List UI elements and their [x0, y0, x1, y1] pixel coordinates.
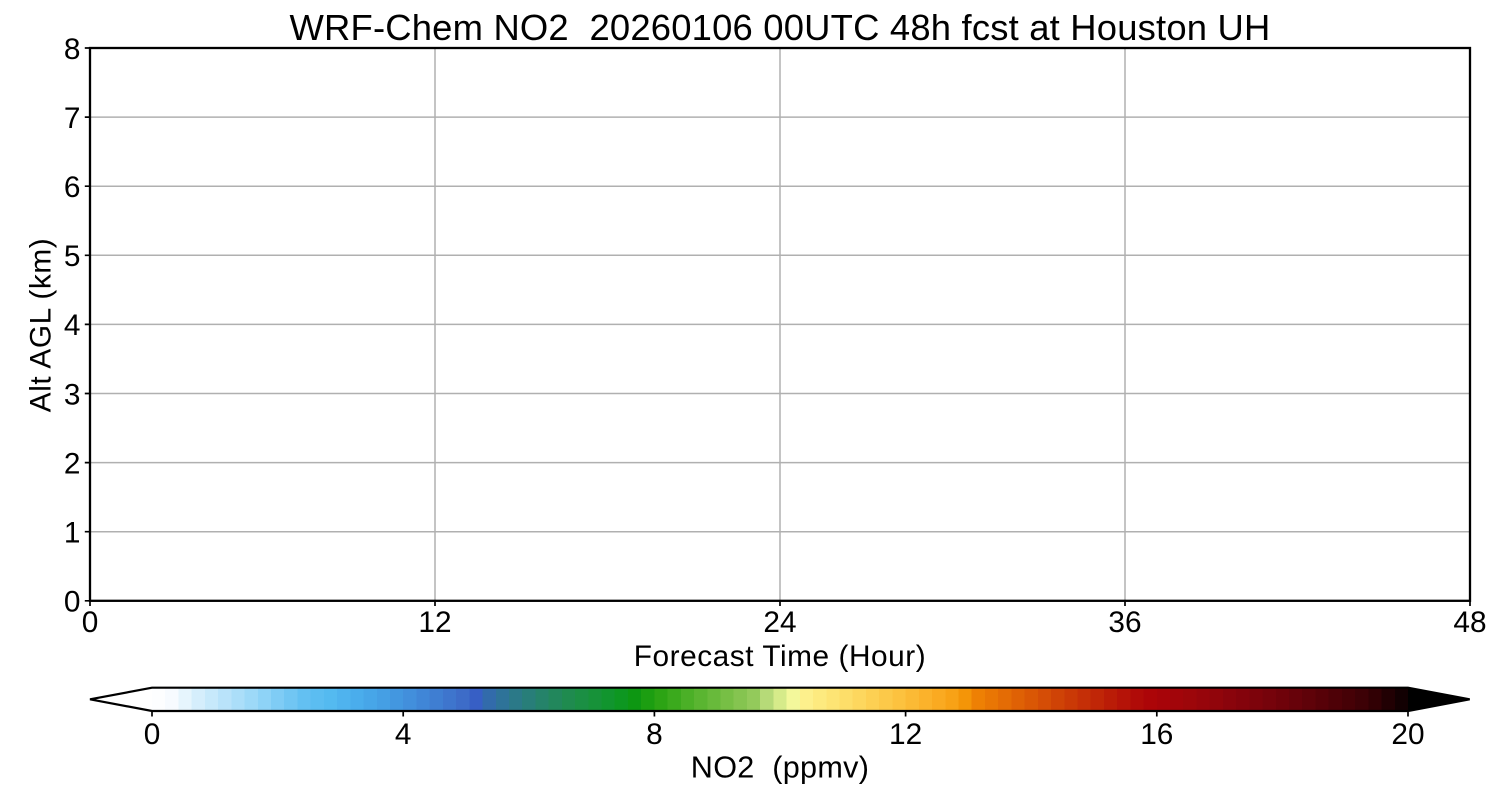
svg-text:12: 12	[418, 606, 451, 639]
svg-text:0: 0	[144, 718, 161, 751]
svg-text:20: 20	[1391, 718, 1424, 751]
svg-text:1: 1	[64, 517, 81, 550]
svg-text:0: 0	[82, 606, 99, 639]
svg-text:0: 0	[64, 586, 81, 619]
svg-text:8: 8	[646, 718, 663, 751]
svg-text:16: 16	[1140, 718, 1173, 751]
svg-text:Alt AGL (km): Alt AGL (km)	[24, 238, 57, 412]
svg-text:5: 5	[64, 240, 81, 273]
svg-text:36: 36	[1108, 606, 1141, 639]
svg-text:3: 3	[64, 378, 81, 411]
svg-text:48: 48	[1453, 606, 1486, 639]
svg-text:4: 4	[64, 309, 81, 342]
svg-text:2: 2	[64, 447, 81, 480]
svg-text:8: 8	[64, 33, 81, 66]
svg-text:Forecast Time (Hour): Forecast Time (Hour)	[634, 640, 926, 673]
svg-text:12: 12	[889, 718, 922, 751]
svg-text:NO2 (ppmv): NO2 (ppmv)	[691, 750, 869, 784]
svg-text:WRF-Chem NO2 20260106 00UTC 4: WRF-Chem NO2 20260106 00UTC 48h fcst at …	[289, 7, 1270, 48]
svg-text:6: 6	[64, 171, 81, 204]
svg-text:7: 7	[64, 102, 81, 135]
svg-text:24: 24	[763, 606, 796, 639]
svg-text:4: 4	[395, 718, 412, 751]
